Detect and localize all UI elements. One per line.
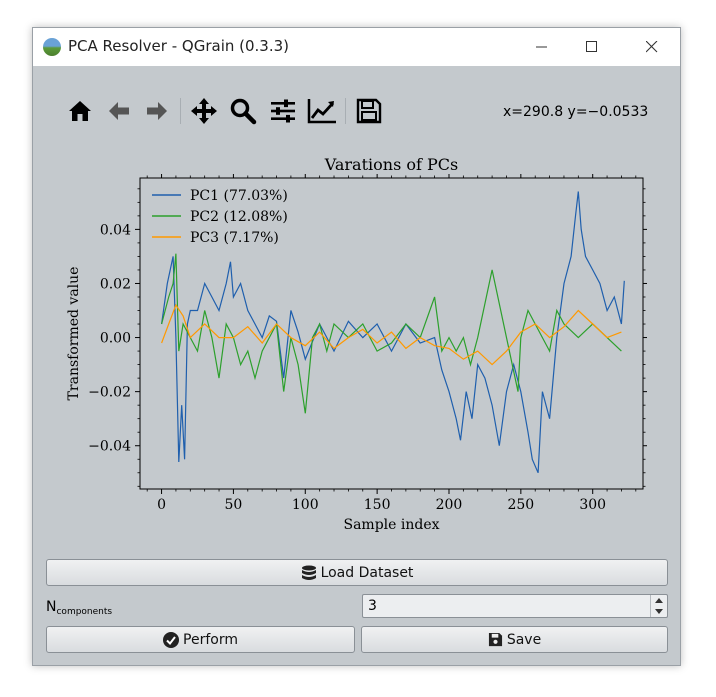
pca-chart[interactable]: 0 50 100 150 200 250 300 −0.04 −0.02 0.00 0.02 0.04… [53,148,653,568]
series-line-1 [161,191,625,474]
toolbar-separator [180,98,181,124]
ncomponents-value[interactable]: 3 [368,598,377,614]
x-tick-label: 50 [225,497,243,513]
minimize-icon [536,46,547,48]
series-line-3 [161,303,622,366]
app-logo-icon [43,38,61,56]
main-window: PCA Resolver - QGrain (0.3.3) [32,27,681,666]
pan-icon[interactable] [189,96,219,126]
y-tick-label: −0.02 [88,385,131,401]
y-tick-label: 0.02 [100,276,131,292]
save-label: Save [506,631,542,648]
check-circle-icon [163,631,180,648]
legend-entry-3: PC3 (7.17%) [190,230,279,246]
close-icon [646,41,658,53]
floppy-disk-icon [488,632,502,647]
save-button[interactable]: Save [361,626,668,653]
x-tick-label: 300 [579,497,606,513]
load-dataset-label: Load Dataset [320,564,414,581]
save-figure-icon[interactable] [354,96,384,126]
ncomponents-label: Ncomponents [46,599,113,617]
x-tick-label: 0 [157,497,166,513]
x-axis-label: Sample index [343,517,439,533]
perform-label: Perform [183,631,238,648]
spin-down-button[interactable] [651,606,667,617]
title-bar: PCA Resolver - QGrain (0.3.3) [33,28,680,66]
spin-buttons [650,595,667,617]
y-tick-label: 0.00 [100,331,131,347]
window-title: PCA Resolver - QGrain (0.3.3) [68,37,290,55]
series-line-2 [161,253,622,414]
zoom-icon[interactable] [228,96,258,126]
x-tick-label: 100 [292,497,319,513]
home-icon[interactable] [65,96,95,126]
x-tick-label: 250 [507,497,534,513]
configure-subplots-icon[interactable] [268,96,298,126]
y-tick-label: −0.04 [88,439,131,455]
plot-area [140,178,643,489]
x-tick-label: 200 [436,497,463,513]
x-tick-label: 150 [364,497,391,513]
chevron-up-icon [655,598,663,603]
maximize-button[interactable] [569,28,615,66]
perform-button[interactable]: Perform [46,626,355,653]
spin-up-button[interactable] [651,595,667,606]
maximize-icon [586,41,597,52]
back-arrow-icon[interactable] [104,96,134,126]
minimize-button[interactable] [519,28,565,66]
forward-arrow-icon[interactable] [142,96,172,126]
ncomponents-spinbox[interactable]: 3 [362,594,668,618]
chart-title: Varations of PCs [324,155,458,174]
cursor-coordinates: x=290.8 y=−0.0533 [503,104,649,120]
database-icon [301,565,316,580]
chevron-down-icon [655,609,663,614]
edit-axes-icon[interactable] [307,96,337,126]
y-tick-label: 0.04 [100,222,131,238]
y-axis-label: Transformed value [66,267,82,401]
toolbar-separator [345,98,346,124]
close-button[interactable] [629,28,675,66]
legend-entry-2: PC2 (12.08%) [190,209,288,225]
legend-entry-1: PC1 (77.03%) [190,188,288,204]
load-dataset-button[interactable]: Load Dataset [46,559,668,586]
